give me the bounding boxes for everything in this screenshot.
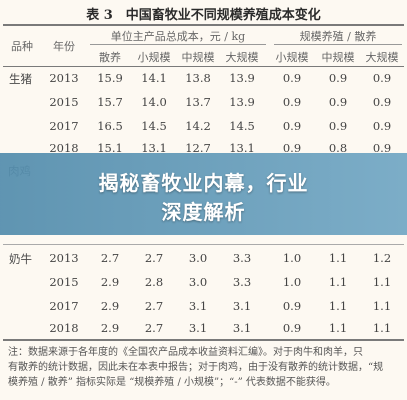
table-cell: 13.8: [185, 71, 211, 85]
table-cell: 0.9: [372, 141, 392, 155]
table-cell: 1.1: [372, 299, 392, 313]
table-cell: 0.9: [372, 71, 392, 85]
table-cell: 14.5: [229, 119, 255, 133]
table-cell: 2.7: [144, 321, 164, 335]
subheader-ratio-2: 大规模: [365, 51, 399, 64]
table-cell: 3.0: [188, 251, 208, 265]
table-cell: 1.1: [328, 321, 348, 335]
table-cell: 15.9: [97, 71, 123, 85]
subheader-cost-3: 大规模: [225, 51, 259, 64]
year-cell: 2017: [49, 119, 79, 133]
footnote-line: 有散养的统计数据，因此未在本表中报告；对于肉鸡，由于没有散养的统计数据，“规: [8, 362, 384, 373]
header-ratio-group: 规模养殖 / 散养: [299, 30, 377, 43]
table-caption: 表 3 中国畜牧业不同规模养殖成本变化: [86, 8, 321, 23]
subheader-cost-1: 小规模: [137, 51, 171, 64]
table-cell: 14.0: [141, 95, 167, 109]
table-cell: 1.2: [372, 251, 392, 265]
table-cell: 0.9: [282, 71, 302, 85]
banner-title-line-1: 揭秘畜牧业内幕，行业: [98, 171, 309, 195]
table-cell: 13.9: [229, 71, 255, 85]
species-label: 生猪: [9, 72, 32, 86]
year-cell: 2015: [49, 275, 79, 289]
header-bottom-rule: [3, 66, 404, 67]
table-cell: 3.1: [232, 299, 252, 313]
header-year: 年份: [53, 40, 75, 53]
table-cell: 13.1: [229, 141, 255, 155]
table-cell: 0.9: [328, 119, 348, 133]
table-cell: 3.0: [188, 275, 208, 289]
table-cell: 0.9: [372, 95, 392, 109]
subheader-ratio-1: 中规模: [321, 51, 355, 64]
subheader-cost-0: 散养: [99, 51, 121, 64]
species-label: 奶牛: [9, 252, 32, 266]
table-cell: 1.1: [372, 275, 392, 289]
table-cell: 0.9: [328, 71, 348, 85]
table-cell: 1.1: [328, 299, 348, 313]
table-cell: 0.9: [328, 95, 348, 109]
table-cell: 14.1: [141, 71, 167, 85]
year-cell: 2017: [49, 299, 79, 313]
table-cell: 2.9: [100, 275, 120, 289]
year-cell: 2013: [49, 251, 79, 265]
bottom-rule: [3, 339, 404, 341]
footnote-line: 模养殖 / 散养” 指标实际是 “规模养殖 / 小规模”；“-” 代表数据不能获…: [8, 377, 336, 388]
table-cell: 13.1: [141, 141, 167, 155]
table-cell: 0.8: [328, 141, 348, 155]
subheader-cost-2: 中规模: [181, 51, 215, 64]
header-cost-group: 单位主产品总成本，元 / kg: [110, 30, 246, 43]
table-cell: 1.1: [328, 275, 348, 289]
year-cell: 2015: [49, 95, 79, 109]
table-cell: 2.7: [100, 251, 120, 265]
table-cell: 1.1: [372, 321, 392, 335]
table-cell: 13.9: [229, 95, 255, 109]
year-cell: 2018: [49, 141, 79, 155]
table-cell: 3.1: [232, 321, 252, 335]
banner-title-line-2: 深度解析: [161, 200, 246, 224]
table-cell: 12.7: [185, 141, 211, 155]
footnote-line: 注：数据来源于各年度的《全国农产品成本收益资料汇编》。对于肉牛和肉羊，只: [8, 347, 363, 358]
table-cell: 0.9: [372, 119, 392, 133]
table-cell: 3.3: [232, 251, 252, 265]
table-cell: 15.7: [97, 95, 123, 109]
table-cell: 14.2: [185, 119, 211, 133]
table-cell: 3.3: [232, 275, 252, 289]
table-cell: 2.7: [144, 299, 164, 313]
overlay-banner[interactable]: 揭秘畜牧业内幕，行业 深度解析: [0, 153, 407, 235]
table-cell: 0.9: [282, 321, 302, 335]
table-cell: 2.9: [100, 321, 120, 335]
table-cell: 2.9: [100, 299, 120, 313]
year-cell: 2013: [49, 71, 79, 85]
table-cell: 3.1: [188, 321, 208, 335]
table-cell: 0.9: [282, 299, 302, 313]
table-cell: 13.7: [185, 95, 211, 109]
table-cell: 0.9: [282, 141, 302, 155]
table-cell: 0.9: [282, 95, 302, 109]
table-cell: 1.1: [328, 251, 348, 265]
table-cell: 1.0: [282, 275, 302, 289]
table-cell: 2.7: [144, 251, 164, 265]
subheader-ratio-0: 小规模: [275, 51, 309, 64]
header-species: 品种: [11, 40, 33, 53]
table-cell: 3.1: [188, 299, 208, 313]
table-cell: 14.5: [141, 119, 167, 133]
table-cell: 15.1: [97, 141, 123, 155]
header-cost-rule: [90, 44, 266, 45]
top-rule: [3, 24, 404, 26]
table-cell: 0.9: [282, 119, 302, 133]
table-cell: 2.8: [144, 275, 164, 289]
header-ratio-rule: [274, 44, 402, 45]
table-cell: 16.5: [97, 119, 123, 133]
group-divider-rule: [3, 244, 404, 245]
year-cell: 2018: [49, 321, 79, 335]
table-cell: 1.0: [282, 251, 302, 265]
